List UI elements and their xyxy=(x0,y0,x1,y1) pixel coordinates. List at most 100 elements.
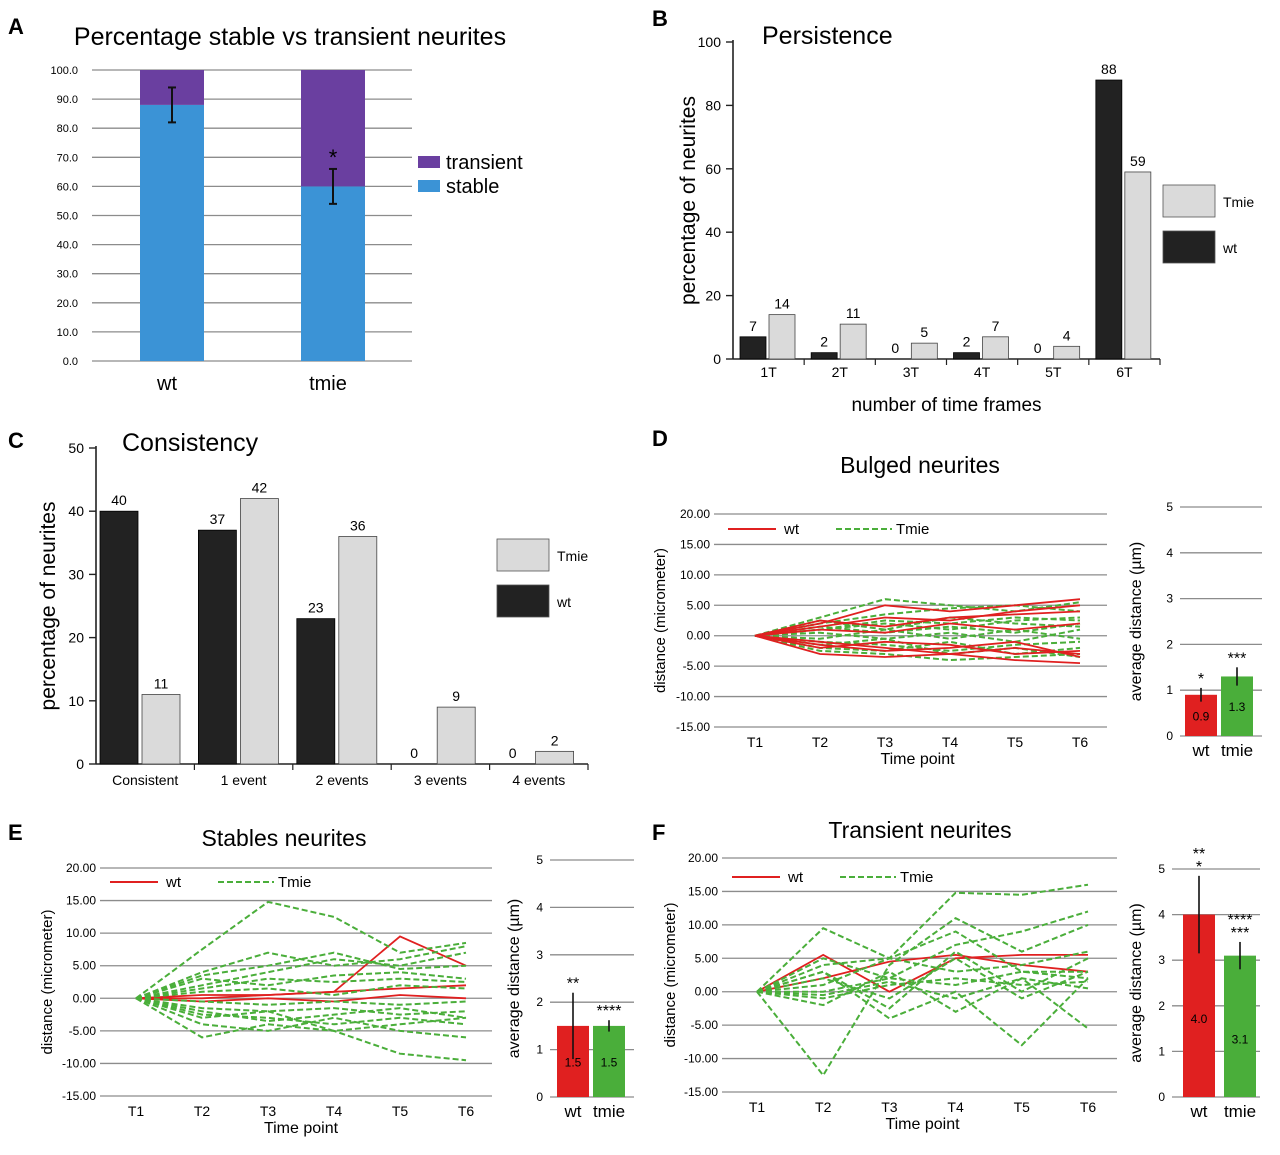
y-tick-label: 100 xyxy=(698,34,722,50)
bar-wt-4T xyxy=(953,352,980,360)
y-tick-label: 10 xyxy=(68,693,84,709)
series-line-tmie xyxy=(135,997,467,1023)
series-line-wt xyxy=(754,634,1081,655)
x-tick-label: T1 xyxy=(747,734,764,750)
y-tick-label: 2 xyxy=(1158,999,1165,1013)
series-line-tmie xyxy=(135,997,467,1006)
series-line-tmie xyxy=(135,997,467,1062)
series-line-wt xyxy=(754,634,1081,658)
y-tick-label: 4 xyxy=(1166,546,1173,560)
data-label: 23 xyxy=(308,600,324,616)
x-tick-label: 1 event xyxy=(221,772,267,788)
significance-label: * xyxy=(1198,671,1204,688)
x-tick-label: 2 events xyxy=(316,772,369,788)
x-tick-label: T6 xyxy=(1072,734,1089,750)
x-tick-label: T5 xyxy=(392,1103,409,1119)
legend-swatch xyxy=(496,584,550,618)
bar-wt-6T xyxy=(1095,79,1123,360)
series-line-tmie xyxy=(135,951,467,1000)
series-line-tmie xyxy=(135,997,467,1039)
significance-label: **** xyxy=(597,1003,622,1020)
x-tick-label: tmie xyxy=(593,1102,625,1121)
y-tick-label: 2 xyxy=(536,995,543,1009)
x-tick-label: T2 xyxy=(812,734,829,750)
bar-Tmie-Consistent xyxy=(141,694,181,765)
x-tick-label: T5 xyxy=(1007,734,1024,750)
series-line-wt xyxy=(754,610,1081,637)
series-line-tmie xyxy=(756,917,1089,1078)
significance-label: *** xyxy=(1228,650,1247,667)
data-label: 9 xyxy=(452,688,460,704)
data-label: 88 xyxy=(1101,61,1117,77)
x-tick-label: 5T xyxy=(1045,364,1062,380)
legend-swatch xyxy=(1162,184,1216,218)
bar-Tmie-2 events xyxy=(338,536,378,765)
chart-title-e: Stables neurites xyxy=(202,825,367,851)
y-tick-label: -5.00 xyxy=(691,1018,719,1032)
legend-swatch xyxy=(418,180,440,192)
y-tick-label: 5 xyxy=(536,853,543,867)
y-tick-label: 5 xyxy=(1158,862,1165,876)
x-tick-label: T2 xyxy=(194,1103,211,1119)
y-tick-label: 0 xyxy=(536,1090,543,1104)
bar-tmie xyxy=(1221,676,1253,736)
data-label: 5 xyxy=(920,324,928,340)
y-tick-label: 0.00 xyxy=(687,629,711,643)
x-axis-label: number of time frames xyxy=(851,395,1041,416)
y-tick-label: 40 xyxy=(705,224,721,240)
y-tick-label: 3 xyxy=(1158,953,1165,967)
x-tick-label: 3 events xyxy=(414,772,467,788)
y-axis-label: average distance (µm) xyxy=(1128,542,1145,702)
y-tick-label: -15.00 xyxy=(684,1085,718,1099)
legend-label: Tmie xyxy=(278,874,311,891)
x-axis-label: Time point xyxy=(264,1120,339,1137)
legend-label: wt xyxy=(165,874,182,891)
y-tick-label: 4 xyxy=(1158,908,1165,922)
y-tick-label: 0.0 xyxy=(63,356,78,368)
y-tick-label: 0 xyxy=(1166,729,1173,743)
data-label: 0 xyxy=(410,745,418,761)
x-tick-label: Consistent xyxy=(112,772,178,788)
series-line-wt xyxy=(754,598,1081,637)
x-axis-label: Time point xyxy=(885,1116,960,1133)
data-label: 7 xyxy=(749,318,757,334)
y-axis-label: distance (micrometer) xyxy=(39,909,56,1054)
y-tick-label: 15.00 xyxy=(680,537,710,551)
chart-title-d: Bulged neurites xyxy=(840,452,1000,478)
y-axis-label: average distance (µm) xyxy=(1128,903,1145,1063)
data-label: 1.3 xyxy=(1229,700,1246,714)
y-tick-label: 1 xyxy=(1158,1044,1165,1058)
legend-label: transient xyxy=(446,152,523,174)
bar-wt-1 event xyxy=(197,529,237,765)
data-label: 2 xyxy=(820,334,828,350)
data-label: 1.5 xyxy=(601,1055,618,1069)
significance-label: * xyxy=(1196,859,1202,876)
panel-f: -15.00 -10.00 -5.00 0.00 5.00 10.00 15.00 20.00… xyxy=(662,851,1117,1133)
y-tick-label: 60 xyxy=(705,161,721,177)
y-tick-label: 10.0 xyxy=(57,327,78,339)
x-tick-label: T1 xyxy=(749,1099,766,1115)
bar-wt-1T xyxy=(739,336,767,360)
y-tick-label: 20.00 xyxy=(688,851,718,865)
x-tick-label: T5 xyxy=(1014,1099,1031,1115)
y-tick-label: 20.00 xyxy=(66,861,96,875)
legend-label: wt xyxy=(783,521,800,538)
y-tick-label: 50.0 xyxy=(57,211,78,223)
bar-wt-2T xyxy=(810,352,838,360)
series-line-wt xyxy=(754,634,1081,655)
series-line-wt xyxy=(754,622,1081,637)
x-tick-label: 4 events xyxy=(512,772,565,788)
panel-letter-a: A xyxy=(8,14,24,39)
legend-label: wt xyxy=(1222,240,1237,256)
x-tick-label: T1 xyxy=(128,1103,145,1119)
bar-Tmie-1T xyxy=(768,314,796,360)
data-label: 40 xyxy=(111,492,127,508)
y-tick-label: 5.00 xyxy=(73,959,97,973)
y-tick-label: 80.0 xyxy=(57,123,78,135)
chart-title-a: Percentage stable vs transient neurites xyxy=(74,23,506,51)
panel-letter-c: C xyxy=(8,428,24,453)
x-tick-label: 3T xyxy=(903,364,920,380)
y-tick-label: 50 xyxy=(68,440,84,456)
